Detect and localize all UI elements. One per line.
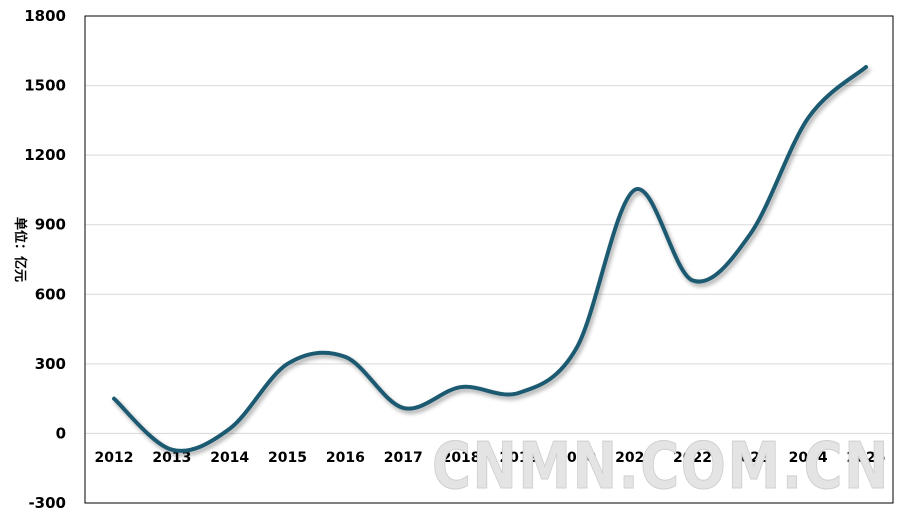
series-group: [112, 65, 868, 453]
grid-lines: [85, 85, 893, 434]
x-tick-label: 2017: [384, 450, 423, 466]
y-tick-label: 1200: [24, 146, 66, 164]
y-axis-ticks: -300 0 300 600 900 1200 1500 1800: [24, 7, 66, 512]
y-tick-label: 1500: [24, 77, 66, 95]
y-tick-label: 1800: [24, 7, 66, 25]
y-axis-label: 单位：亿元: [12, 217, 28, 282]
x-tick-label: 2024: [789, 450, 828, 466]
y-tick-label: -300: [28, 494, 66, 512]
x-tick-label: 2013: [152, 450, 191, 466]
y-tick-label: 900: [35, 216, 66, 234]
x-tick-label: 2018: [442, 450, 481, 466]
y-tick-label: 0: [56, 424, 66, 442]
plot-area-frame: [84, 15, 894, 504]
x-tick-label: 2020: [557, 450, 596, 466]
x-axis-ticks: 2012 2013 2014 2015 2016 2017 2018 2019 2020 2021…: [95, 450, 886, 466]
y-tick-label: 600: [35, 285, 66, 303]
x-tick-label: 2021: [615, 450, 654, 466]
x-tick-label: 2019: [499, 450, 538, 466]
y-tick-label: 300: [35, 355, 66, 373]
x-tick-label: 2023: [731, 450, 770, 466]
x-tick-label: 2015: [268, 450, 307, 466]
x-tick-label: 2025: [847, 450, 886, 466]
x-tick-label: 2014: [210, 450, 249, 466]
watermark-text: CNMN.COM.CN: [432, 430, 890, 504]
x-tick-label: 2012: [95, 450, 134, 466]
x-tick-label: 2022: [673, 450, 712, 466]
x-tick-label: 2016: [326, 450, 365, 466]
series-line: [112, 65, 868, 453]
